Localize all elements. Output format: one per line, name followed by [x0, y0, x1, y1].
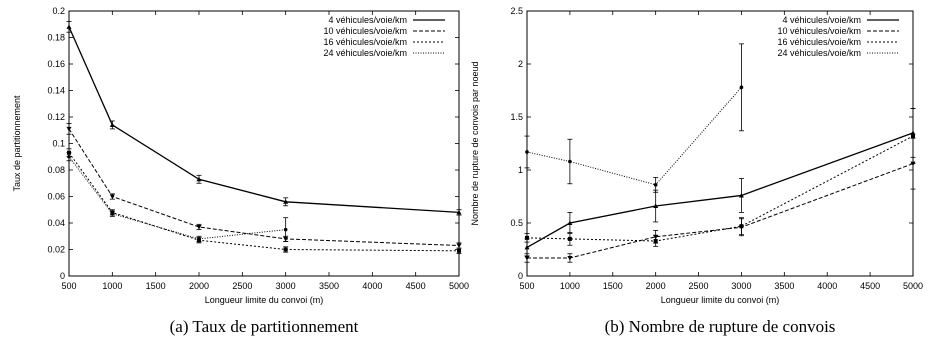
y-tick-label: 0.02 [47, 245, 65, 255]
data-point [568, 159, 572, 164]
x-tick-label: 2000 [646, 281, 666, 291]
chart-panel-a: 500 1000 1500 2000 2500 3000 3500 4000 4500 5000 0… [12, 6, 469, 336]
series-line [527, 163, 914, 259]
data-point [653, 239, 658, 244]
data-point [110, 211, 115, 216]
y-tick-label: 0.5 [510, 218, 523, 228]
data-point [738, 192, 744, 198]
series-line [68, 128, 460, 247]
x-tick-label: 4000 [362, 281, 382, 291]
y-tick-label: 0.06 [47, 192, 65, 202]
series-3 [524, 43, 744, 193]
x-tick-label: 5000 [903, 281, 923, 291]
series-3 [66, 152, 289, 242]
series-2 [524, 108, 916, 247]
x-tick-label: 3500 [774, 281, 794, 291]
y-tick-label: 1.5 [510, 112, 523, 122]
x-axis-label: Longueur limite du convoi (m) [205, 295, 324, 305]
series-line [526, 135, 914, 242]
y-tick-label: 0.1 [52, 139, 65, 149]
legend-label: 24 véhicules/voie/km [777, 48, 861, 58]
data-point [524, 255, 530, 261]
x-tick-label: 2500 [232, 281, 252, 291]
data-point [66, 24, 72, 29]
data-point [653, 203, 659, 209]
y-axis-label: Nombre de rupture de convois par noeud [470, 61, 480, 225]
figure-caption: (a) Taux de partitionnement [170, 317, 359, 336]
data-point [196, 224, 202, 230]
data-point [283, 247, 288, 252]
y-tick-label: 0 [518, 271, 523, 281]
data-point [66, 126, 72, 132]
x-tick-label: 3000 [276, 281, 296, 291]
series-0 [524, 108, 916, 257]
y-tick-label: 0 [60, 271, 65, 281]
data-point [524, 244, 530, 250]
x-tick-label: 4500 [406, 281, 426, 291]
data-point [567, 255, 573, 261]
x-tick-label: 1000 [102, 281, 122, 291]
y-tick-label: 2 [518, 59, 523, 69]
data-point [739, 224, 744, 229]
data-point [109, 122, 115, 127]
data-point [283, 199, 289, 204]
data-point [456, 209, 462, 215]
chart-panel-b: 500 1000 1500 2000 2500 3000 3500 4000 4500 5000 0… [470, 6, 923, 336]
data-point [67, 154, 71, 159]
x-tick-label: 5000 [449, 281, 469, 291]
x-tick-label: 1000 [560, 281, 580, 291]
x-tick-label: 4500 [860, 281, 880, 291]
data-point [567, 236, 572, 241]
x-tick-label: 500 [61, 281, 76, 291]
y-tick-label: 0.04 [47, 218, 65, 228]
y-tick-label: 0.18 [47, 33, 65, 43]
legend-label: 10 véhicules/voie/km [323, 26, 407, 36]
y-tick-label: 2.5 [510, 6, 523, 16]
legend-label: 4 véhicules/voie/km [782, 15, 861, 25]
y-tick-label: 1 [518, 165, 523, 175]
data-point [525, 235, 529, 240]
series-1 [524, 137, 916, 263]
x-tick-label: 2500 [689, 281, 709, 291]
y-tick-label: 0.16 [47, 59, 65, 69]
data-point [739, 85, 744, 90]
x-tick-label: 3000 [731, 281, 751, 291]
series-1 [66, 123, 462, 249]
x-tick-label: 1500 [146, 281, 166, 291]
y-tick-label: 0.08 [47, 165, 65, 175]
y-tick-label: 0.14 [47, 86, 65, 96]
series-0 [66, 21, 462, 216]
data-point [457, 248, 461, 253]
data-point [456, 243, 462, 249]
y-axis-label: Taux de partitionnement [12, 95, 22, 192]
x-tick-label: 2000 [189, 281, 209, 291]
data-point [653, 183, 658, 187]
data-point [567, 220, 573, 225]
data-point [525, 150, 529, 154]
legend-label: 16 véhicules/voie/km [323, 37, 407, 47]
series-2 [66, 148, 462, 254]
x-tick-label: 4000 [817, 281, 837, 291]
y-tick-label: 0.12 [47, 112, 65, 122]
y-tick-label: 0.2 [52, 6, 65, 16]
data-point [283, 227, 288, 232]
series-line [68, 156, 286, 240]
legend-label: 16 véhicules/voie/km [777, 37, 861, 47]
legend-label: 10 véhicules/voie/km [777, 26, 861, 36]
series-line [526, 86, 742, 186]
legend-label: 24 véhicules/voie/km [323, 48, 407, 58]
x-tick-label: 3500 [319, 281, 339, 291]
data-point [196, 176, 202, 182]
data-point [109, 194, 115, 199]
x-tick-label: 1500 [603, 281, 623, 291]
data-point [911, 134, 915, 139]
data-point [197, 237, 201, 241]
figure-caption: (b) Nombre de rupture de convois [605, 317, 836, 336]
x-tick-label: 500 [519, 281, 534, 291]
legend-label: 4 véhicules/voie/km [328, 15, 407, 25]
x-axis-label: Longueur limite du convoi (m) [661, 295, 780, 305]
